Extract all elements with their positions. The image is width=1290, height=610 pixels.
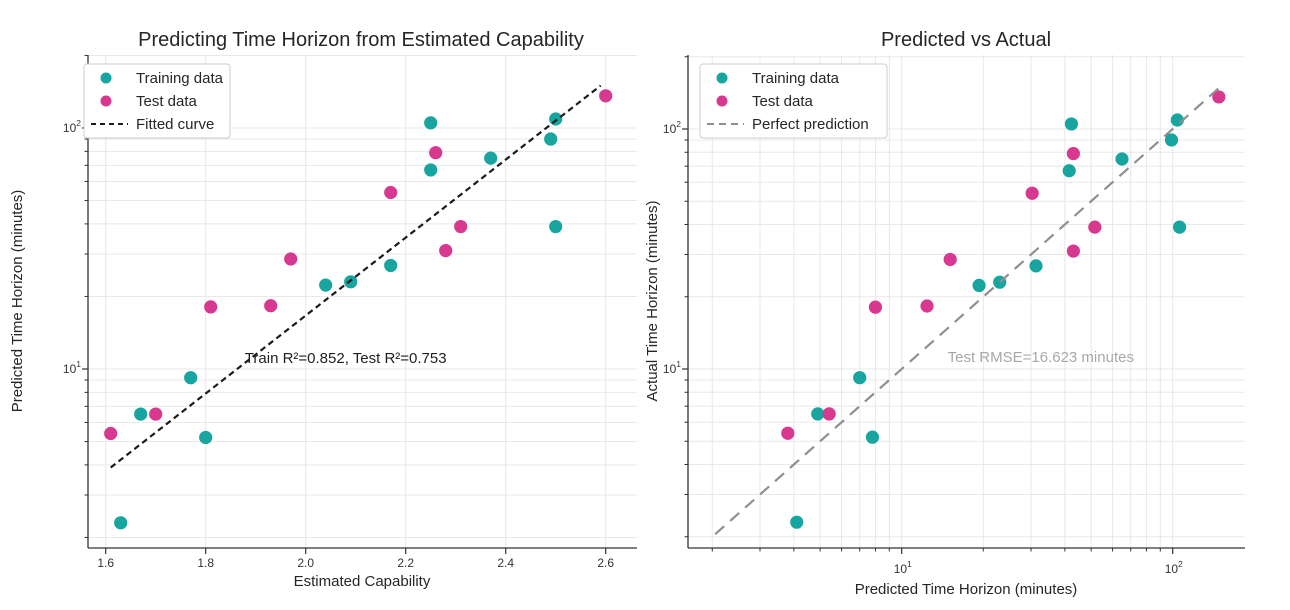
tick-label: 101 [63, 359, 81, 376]
legend-label: Fitted curve [136, 116, 214, 133]
legend-label: Training data [752, 70, 840, 87]
legend-label: Test data [752, 93, 814, 110]
test-data-point [384, 185, 398, 200]
training-data-point [484, 151, 498, 165]
training-data-point [1062, 164, 1076, 178]
training-data-point [134, 407, 148, 421]
x-axis-label: Predicted Time Horizon (minutes) [855, 581, 1078, 598]
training-data-point [1164, 133, 1179, 147]
test-data-point [1212, 90, 1226, 104]
legend-label: Test data [136, 93, 198, 110]
test-data-point [822, 407, 836, 421]
training-data-point [549, 219, 563, 234]
legend-dot-swatch [100, 95, 112, 107]
legend-dot-swatch [100, 72, 112, 84]
legend-box [699, 63, 888, 139]
training-data-point [199, 430, 213, 445]
legend-label: Perfect prediction [752, 116, 869, 133]
left-chart: 1.6 1.8 2.0 2.2 2.4 2.6 101 102 Predicting Time … [9, 29, 637, 590]
tick-label: 101 [894, 559, 912, 576]
tick-label: 2.6 [597, 556, 614, 570]
legend-box [83, 63, 231, 139]
test-data-point [943, 252, 957, 267]
test-data-point [429, 146, 443, 160]
training-data-point [319, 278, 333, 292]
legend-dot-swatch [716, 72, 728, 84]
tick-label: 102 [1165, 559, 1183, 576]
tick-label: 101 [663, 359, 681, 376]
training-data-point [865, 430, 880, 444]
test-data-point [284, 252, 298, 266]
training-data-point [790, 515, 804, 529]
legend: Training data Test data Fitted curve [83, 63, 231, 139]
test-data-point [1088, 220, 1102, 234]
legend-label: Training data [136, 70, 224, 87]
training-data-point [1064, 117, 1079, 131]
training-data-point [1115, 152, 1129, 166]
test-data-point [149, 407, 163, 421]
training-data-point [1172, 220, 1187, 234]
test-data-point [264, 299, 278, 313]
test-data-point [439, 243, 453, 258]
y-axis-label: Actual Time Horizon (minutes) [644, 201, 661, 402]
training-data-point [1029, 259, 1043, 273]
right-chart: 101 102 101 102 Predicted vs Actual Predicted… [644, 29, 1245, 598]
chart-annotation: Train R²=0.852, Test R²=0.753 [245, 350, 447, 367]
test-data-point [868, 300, 883, 314]
test-data-point [204, 300, 218, 314]
perfect-prediction-line [714, 85, 1222, 536]
test-data-point [599, 89, 613, 103]
chart-title: Predicted vs Actual [881, 29, 1051, 51]
x-axis-label: Estimated Capability [294, 573, 431, 590]
tick-label: 102 [663, 119, 681, 136]
test-data-point [1025, 186, 1039, 200]
training-data-point [424, 163, 438, 177]
test-data-point [1066, 146, 1080, 161]
legend-dot-swatch [716, 95, 728, 107]
test-data-point [1066, 244, 1080, 258]
legend: Training data Test data Perfect prediction [699, 63, 888, 139]
training-data-point [811, 407, 825, 421]
training-data-point [544, 132, 558, 146]
chart-annotation: Test RMSE=16.623 minutes [948, 349, 1134, 366]
training-data-point [972, 278, 986, 293]
test-data-point [454, 219, 468, 234]
training-data-point [424, 116, 438, 130]
training-data-point [549, 112, 563, 126]
tick-label: 1.8 [197, 556, 214, 570]
tick-label: 2.0 [297, 556, 314, 570]
training-data-point [384, 258, 398, 273]
training-data-point [853, 371, 867, 385]
training-data-point [114, 516, 128, 530]
tick-label: 1.6 [97, 556, 114, 570]
chart-title: Predicting Time Horizon from Estimated C… [138, 29, 584, 51]
fitted-curve-line [110, 84, 602, 469]
test-data-point [104, 426, 118, 441]
tick-label: 2.4 [497, 556, 514, 570]
test-data-point [781, 426, 795, 440]
test-data-point [920, 299, 934, 313]
y-axis-label: Predicted Time Horizon (minutes) [9, 190, 26, 413]
training-data-point [184, 371, 198, 385]
tick-label: 102 [63, 118, 81, 135]
tick-label: 2.2 [397, 556, 414, 570]
